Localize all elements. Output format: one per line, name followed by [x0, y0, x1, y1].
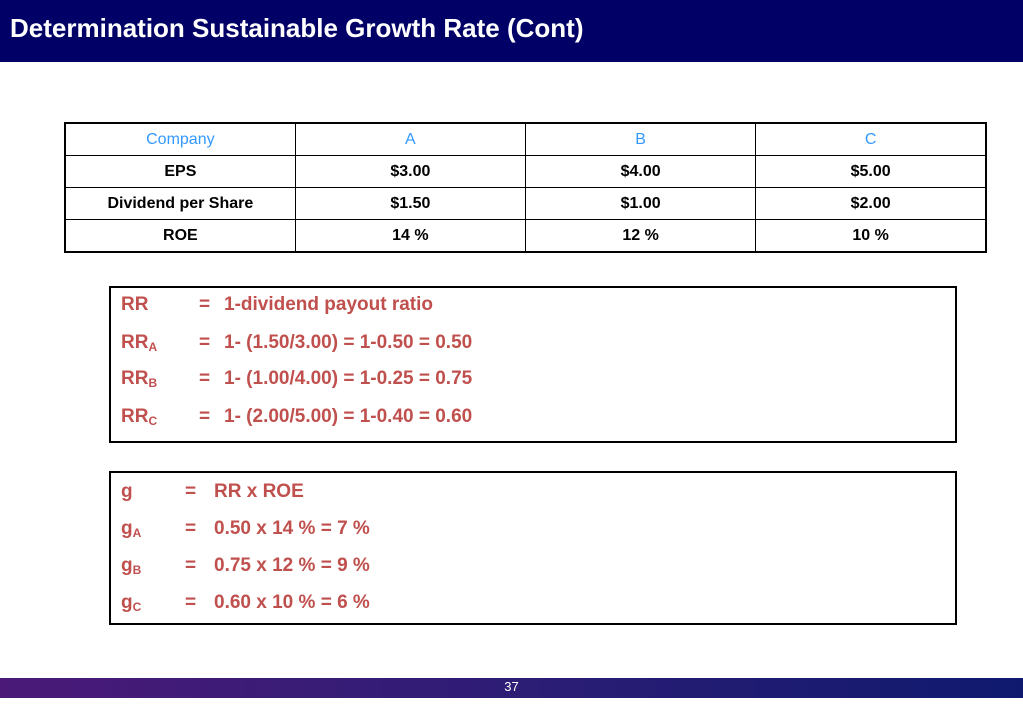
- formula-rhs: 0.60 x 10 % = 6 %: [214, 592, 370, 613]
- formula-lhs: RR: [121, 294, 149, 315]
- title-bar: Determination Sustainable Growth Rate (C…: [0, 0, 1023, 62]
- row-label: Dividend per Share: [64, 187, 296, 220]
- formula-rhs: RR x ROE: [214, 481, 304, 502]
- table-header-row: Company A B C: [64, 122, 987, 156]
- cell-value: $4.00: [524, 155, 757, 188]
- row-label: EPS: [64, 155, 296, 188]
- equals-sign: =: [185, 481, 197, 502]
- equals-sign: =: [185, 555, 197, 576]
- formula-lhs: g: [121, 481, 133, 502]
- cell-value: $1.00: [524, 187, 757, 220]
- page-number: 37: [504, 679, 519, 694]
- company-data-table: Company A B C EPS $3.00 $4.00 $5.00 Divi…: [64, 122, 987, 253]
- cell-value: 10 %: [755, 219, 987, 253]
- equals-sign: =: [199, 294, 211, 315]
- formula-lhs: gA: [121, 518, 142, 540]
- formula-lhs: RRB: [121, 368, 158, 390]
- growth-rate-box: g = RR x ROE gA = 0.50 x 14 % = 7 % gB =…: [109, 471, 957, 625]
- cell-value: $1.50: [294, 187, 527, 220]
- table-row-eps: EPS $3.00 $4.00 $5.00: [64, 155, 987, 188]
- retention-ratio-box: RR = 1-dividend payout ratio RRA = 1- (1…: [109, 286, 957, 443]
- formula-rhs: 0.50 x 14 % = 7 %: [214, 518, 370, 539]
- cell-value: 12 %: [524, 219, 757, 253]
- formula-lhs: gC: [121, 592, 142, 614]
- formula-rhs: 1-dividend payout ratio: [224, 294, 434, 315]
- header-c: C: [755, 122, 987, 156]
- footer-bar: 37: [0, 678, 1023, 698]
- equals-sign: =: [185, 592, 197, 613]
- equals-sign: =: [199, 406, 211, 427]
- table-row-roe: ROE 14 % 12 % 10 %: [64, 219, 987, 253]
- cell-value: $5.00: [755, 155, 987, 188]
- formula-rhs: 1- (2.00/5.00) = 1-0.40 = 0.60: [224, 406, 473, 427]
- row-label: ROE: [64, 219, 296, 253]
- formula-rhs: 1- (1.50/3.00) = 1-0.50 = 0.50: [224, 332, 473, 353]
- formula-lhs: gB: [121, 555, 142, 577]
- header-b: B: [524, 122, 757, 156]
- cell-value: $3.00: [294, 155, 527, 188]
- formula-rhs: 1- (1.00/4.00) = 1-0.25 = 0.75: [224, 368, 473, 389]
- formula-lhs: RRC: [121, 406, 158, 428]
- equals-sign: =: [185, 518, 197, 539]
- header-a: A: [294, 122, 527, 156]
- table-row-dividend: Dividend per Share $1.50 $1.00 $2.00: [64, 187, 987, 220]
- header-company: Company: [64, 122, 296, 156]
- cell-value: 14 %: [294, 219, 527, 253]
- formula-rhs: 0.75 x 12 % = 9 %: [214, 555, 370, 576]
- equals-sign: =: [199, 332, 211, 353]
- formula-lhs: RRA: [121, 332, 158, 354]
- cell-value: $2.00: [755, 187, 987, 220]
- equals-sign: =: [199, 368, 211, 389]
- slide-title: Determination Sustainable Growth Rate (C…: [10, 13, 584, 43]
